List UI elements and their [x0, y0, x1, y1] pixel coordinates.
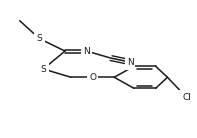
Text: Cl: Cl	[183, 93, 192, 103]
Polygon shape	[87, 70, 98, 85]
Text: O: O	[89, 73, 96, 82]
Text: S: S	[40, 64, 46, 74]
Text: N: N	[83, 47, 90, 56]
Text: N: N	[127, 58, 133, 67]
Polygon shape	[38, 61, 49, 77]
Text: S: S	[36, 34, 42, 43]
Polygon shape	[177, 90, 197, 106]
Polygon shape	[81, 43, 92, 59]
Polygon shape	[34, 31, 45, 46]
Polygon shape	[125, 55, 135, 70]
